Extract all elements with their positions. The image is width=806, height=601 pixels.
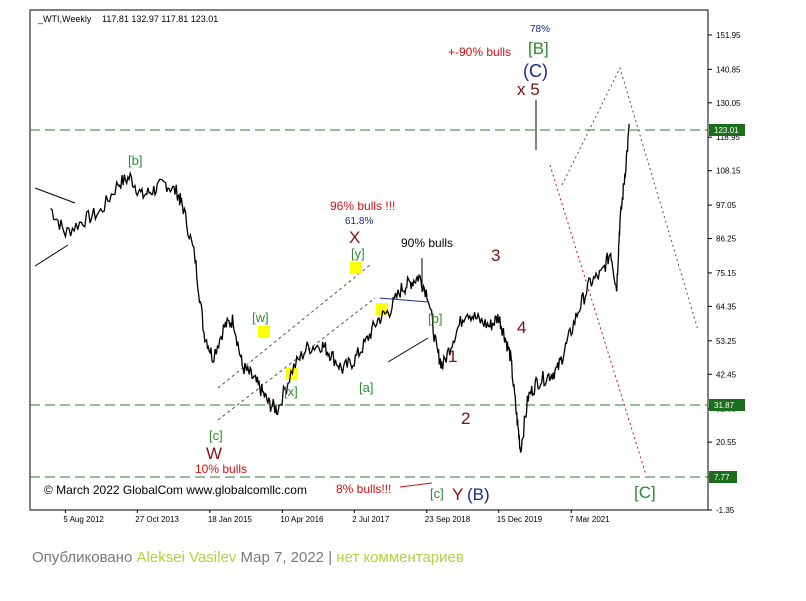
label-78: 78%	[530, 24, 550, 35]
y-axis: 151.95 140.85 130.05 118.95 108.15 97.05 86.25…	[708, 31, 741, 515]
label-C-bracket: [C]	[634, 483, 656, 502]
current-price-label: 123.01	[714, 126, 739, 135]
highlight-y	[350, 262, 362, 274]
label-wave-1: 1	[448, 347, 457, 366]
footer-date: Мар 7, 2022 |	[236, 549, 337, 566]
label-c-bracket-bottom: [c]	[430, 486, 444, 501]
level-box-31	[709, 399, 745, 411]
y-tick-label: 75.15	[716, 269, 737, 278]
label-Y: Y	[452, 485, 463, 504]
triangle-line-2	[34, 244, 69, 267]
y-tick-label: 140.85	[716, 65, 741, 74]
copyright: © March 2022 GlobalCom www.globalcomllc.…	[44, 483, 307, 497]
x-tick-label: 23 Sep 2018	[425, 515, 471, 524]
label-B-bracket: [B]	[528, 39, 549, 58]
label-b-bracket-mid: [b]	[428, 311, 442, 326]
price-line	[50, 123, 630, 454]
y-tick-label: 151.95	[716, 31, 741, 40]
comments-link[interactable]: нет комментариев	[336, 549, 464, 566]
label-B-circle: (B)	[467, 485, 490, 504]
y-tick-label: 130.05	[716, 99, 741, 108]
y-tick-label: 20.55	[716, 438, 737, 447]
level-box-7	[709, 471, 737, 483]
current-price-box	[709, 124, 745, 136]
level-label-7: 7.77	[714, 473, 730, 482]
label-X: X	[349, 228, 360, 247]
x-tick-label: 7 Mar 2021	[569, 515, 610, 524]
label-x5: x 5	[517, 80, 540, 99]
label-x-bracket: [x]	[284, 384, 298, 399]
x-tick-label: 2 Jul 2017	[352, 515, 389, 524]
label-w-bracket: [w]	[252, 310, 269, 325]
projection-red	[549, 164, 647, 476]
post-footer: Опубликовано Aleksei Vasilev Мар 7, 2022…	[32, 549, 464, 566]
chart-area: _WTI,Weekly 117.81 132.97 117.81 123.01 …	[29, 9, 745, 524]
y-tick-label: 64.35	[716, 302, 737, 311]
label-W: W	[206, 444, 222, 463]
x-tick-label: 27 Oct 2013	[135, 515, 179, 524]
flat-triangle-top	[379, 297, 429, 303]
label-96-bulls: 96% bulls !!!	[330, 199, 395, 213]
label-y-bracket: [y]	[351, 246, 365, 261]
price-series	[50, 123, 630, 454]
label-wave-2: 2	[461, 409, 470, 428]
flat-triangle-bottom	[387, 337, 429, 363]
y-tick-label: 42.45	[716, 370, 737, 379]
label-c-bracket-low: [c]	[209, 428, 223, 443]
label-C-circle: (C)	[523, 61, 548, 81]
triangle-line-1	[34, 187, 76, 204]
y-tick-label: 118.95	[716, 133, 740, 142]
footer-prefix: Опубликовано	[32, 549, 137, 566]
chart-title: _WTI,Weekly	[37, 14, 92, 24]
label-61-8: 61.8%	[345, 216, 373, 227]
label-wave-3: 3	[491, 246, 500, 265]
projection-black	[561, 66, 699, 331]
x-tick-label: 10 Apr 2016	[280, 515, 324, 524]
pointer-8	[399, 482, 433, 488]
x-axis: 5 Aug 2012 27 Oct 2013 18 Jan 2015 10 Apr 2…	[63, 510, 610, 524]
label-90-bulls: 90% bulls	[401, 236, 453, 250]
highlight-a	[376, 303, 388, 315]
x-tick-label: 15 Dec 2019	[497, 515, 543, 524]
level-label-31: 31.87	[714, 401, 735, 410]
y-tick-label: -1.35	[716, 506, 735, 515]
y-tick-label: 108.15	[716, 167, 741, 176]
y-tick-label: 53.25	[716, 337, 737, 346]
author-link[interactable]: Aleksei Vasilev	[136, 549, 237, 566]
highlight-w	[258, 326, 270, 338]
label-a-bracket: [a]	[359, 380, 373, 395]
x-tick-label: 5 Aug 2012	[63, 515, 104, 524]
ohlc-header: 117.81 132.97 117.81 123.01	[102, 14, 218, 24]
label-wave-4: 4	[517, 318, 526, 337]
y-tick-label: 86.25	[716, 235, 737, 244]
label-8-bulls: 8% bulls!!!	[336, 482, 391, 496]
label-b-top: [b]	[128, 153, 142, 168]
wti-weekly-chart: _WTI,Weekly 117.81 132.97 117.81 123.01 …	[29, 9, 745, 524]
x-tick-label: 18 Jan 2015	[208, 515, 253, 524]
y-tick-label: 97.05	[716, 201, 737, 210]
label-10-bulls: 10% bulls	[195, 462, 247, 476]
label-pm90-bulls: +-90% bulls	[448, 45, 511, 59]
